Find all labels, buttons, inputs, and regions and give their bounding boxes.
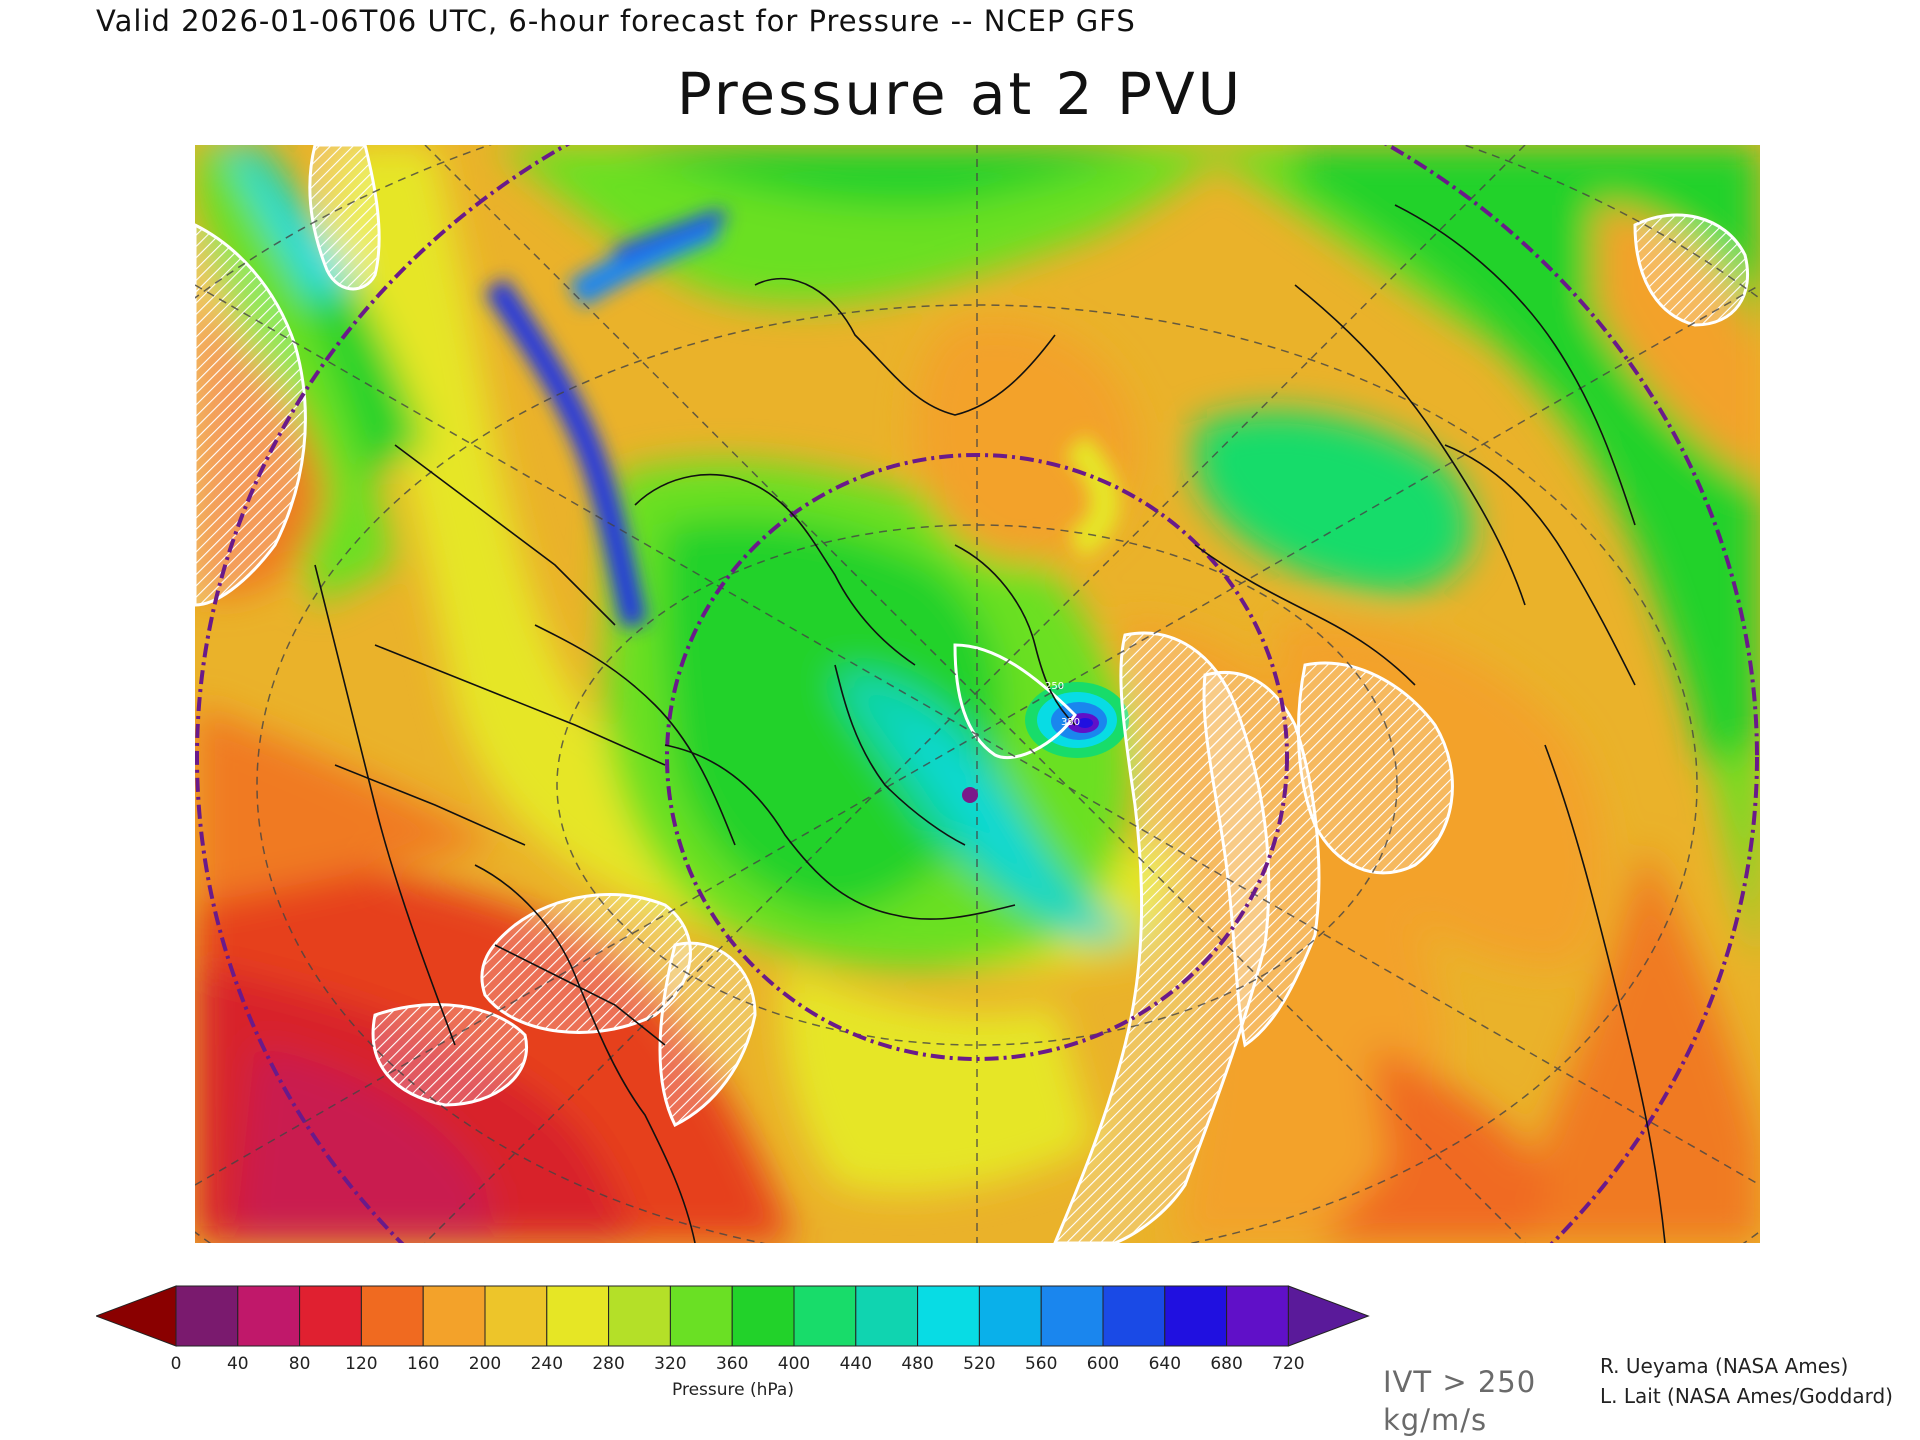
colorbar-cell — [1164, 1285, 1228, 1347]
colorbar-tick-label: 240 — [530, 1354, 564, 1374]
colorbar-cell — [978, 1285, 1042, 1347]
colorbar-tick-label: 120 — [345, 1354, 378, 1374]
credit-line-2: L. Lait (NASA Ames/Goddard) — [1600, 1384, 1893, 1408]
colorbar-tick-label: 560 — [1024, 1354, 1058, 1374]
credit-line-1: R. Ueyama (NASA Ames) — [1600, 1354, 1849, 1378]
purple-reference-circles — [195, 145, 1759, 1243]
lat-lon-grid — [195, 145, 1760, 1243]
colorbar-cell — [237, 1285, 301, 1347]
colorbar-cell — [422, 1285, 486, 1347]
colorbar-cell — [546, 1285, 610, 1347]
ivt-legend-line1: IVT > 250 — [1383, 1365, 1537, 1399]
valid-time-header: Valid 2026-01-06T06 UTC, 6-hour forecast… — [96, 4, 1136, 38]
colorbar-cell — [360, 1285, 424, 1347]
map-title: Pressure at 2 PVU — [676, 60, 1244, 128]
contour-label-250: 250 — [1045, 681, 1064, 692]
colorbar-cell — [1040, 1285, 1104, 1347]
contour-label-350: 350 — [1061, 717, 1080, 728]
colorbar-tick-label: 40 — [226, 1354, 249, 1374]
colorbar-tick-label: 320 — [654, 1354, 687, 1374]
colorbar-tick-label: 360 — [715, 1354, 749, 1374]
colorbar-tick-label: 160 — [406, 1354, 440, 1374]
colorbar-cell — [608, 1285, 671, 1347]
colorbar-cell — [175, 1285, 239, 1347]
colorbar-tick-label: 640 — [1148, 1354, 1182, 1374]
pressure-map: 250 350 — [195, 145, 1760, 1243]
coastlines — [314, 204, 1666, 1243]
colorbar-tick-label: 520 — [963, 1354, 996, 1374]
colorbar-tick-label: 600 — [1086, 1354, 1120, 1374]
colorbar-tick-label: 440 — [839, 1354, 873, 1374]
colorbar-cell — [1226, 1285, 1289, 1347]
colorbar-tick-label: 480 — [901, 1354, 934, 1374]
purple-station-dot — [962, 787, 978, 803]
colorbar-tick-label: 680 — [1210, 1354, 1243, 1374]
colorbar-over-arrow — [1287, 1285, 1370, 1347]
colorbar-cell — [917, 1285, 980, 1347]
colorbar-cell — [1102, 1285, 1166, 1347]
ivt-legend: IVT > 250 kg/m/s — [1383, 1363, 1536, 1439]
colorbar-tick-label: 0 — [170, 1354, 182, 1374]
colorbar-cell — [793, 1285, 857, 1347]
colorbar-under-arrow — [96, 1285, 177, 1347]
colorbar-tick-label: 80 — [288, 1354, 311, 1374]
colorbar-tick-label: 200 — [468, 1354, 502, 1374]
colorbar-cell — [299, 1285, 362, 1347]
ivt-overlay — [195, 145, 1750, 1243]
colorbar-cell — [484, 1285, 548, 1347]
colorbar-unit-label: Pressure (hPa) — [672, 1380, 794, 1400]
ivt-legend-line2: kg/m/s — [1383, 1403, 1488, 1437]
colorbar-tick-label: 280 — [592, 1354, 625, 1374]
map-canvas: 250 350 — [195, 145, 1760, 1243]
colorbar-cell — [855, 1285, 919, 1347]
colorbar-tick-label: 400 — [777, 1354, 811, 1374]
pressure-colorbar — [96, 1285, 1370, 1347]
colorbar-tick-label: 720 — [1272, 1354, 1305, 1374]
colorbar-cell — [731, 1285, 795, 1347]
colorbar-cell — [669, 1285, 733, 1347]
